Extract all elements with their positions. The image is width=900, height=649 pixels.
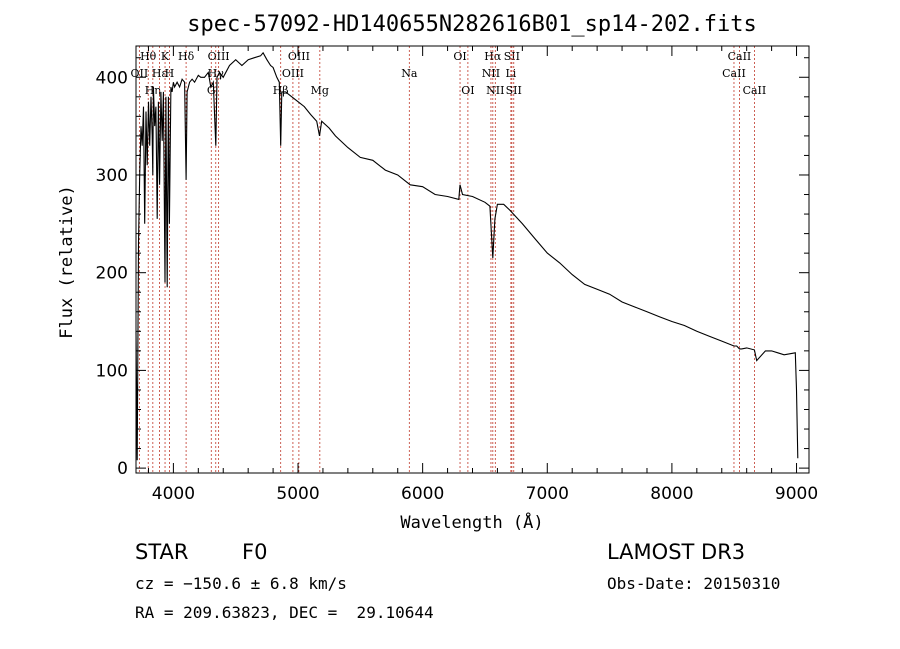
x-tick-label: 4000 bbox=[152, 484, 195, 504]
object-type: STAR bbox=[135, 540, 189, 564]
line-label-20: SII bbox=[504, 50, 520, 63]
plot-frame bbox=[135, 45, 810, 474]
x-axis-label: Wavelength (Å) bbox=[400, 511, 543, 533]
line-label-14: Na bbox=[401, 67, 418, 80]
line-label-9: Hγ bbox=[208, 67, 225, 80]
line-label-18: NII bbox=[482, 67, 500, 80]
line-label-7: G bbox=[207, 84, 216, 97]
y-tick-label: 0 bbox=[117, 459, 128, 479]
line-label-4: K bbox=[161, 50, 170, 63]
chart-title: spec-57092-HD140655N282616B01_sp14-202.f… bbox=[187, 12, 757, 37]
x-axis: 4000 5000 6000 7000 8000 9000 bbox=[147, 46, 818, 504]
line-label-19: NII bbox=[486, 84, 504, 97]
coordinates: RA = 209.63823, DEC = 29.10644 bbox=[135, 603, 434, 622]
x-tick-label: 5000 bbox=[276, 484, 319, 504]
line-label-6: Hδ bbox=[178, 50, 195, 63]
line-label-15: OI bbox=[453, 50, 466, 63]
x-tick-label: 7000 bbox=[526, 484, 569, 504]
y-tick-label: 300 bbox=[96, 166, 128, 186]
y-axis-label: Flux (relative) bbox=[57, 185, 77, 339]
line-label-13: Mg bbox=[311, 84, 329, 97]
x-tick-label: 6000 bbox=[401, 484, 444, 504]
line-label-11: OIII bbox=[288, 50, 310, 63]
line-label-16: OI bbox=[461, 84, 474, 97]
y-tick-label: 400 bbox=[96, 68, 128, 88]
y-tick-label: 100 bbox=[96, 361, 128, 381]
spectral-subclass: F0 bbox=[242, 540, 268, 564]
line-label-8: OIII bbox=[208, 50, 230, 63]
line-label-0: OII bbox=[131, 67, 149, 80]
line-label-17: Hα bbox=[484, 50, 502, 63]
line-label-12: OIII bbox=[282, 67, 304, 80]
line-label-22: SII bbox=[506, 84, 522, 97]
x-tick-label: 8000 bbox=[650, 484, 693, 504]
line-label-21: Li bbox=[505, 67, 516, 80]
line-label-5: H bbox=[165, 67, 175, 80]
spectrum-chart: spec-57092-HD140655N282616B01_sp14-202.f… bbox=[57, 12, 818, 533]
survey-name: LAMOST DR3 bbox=[607, 540, 746, 564]
observation-date: Obs-Date: 20150310 bbox=[607, 574, 781, 593]
line-label-1: Hθ bbox=[140, 50, 157, 63]
line-label-2: Hη bbox=[145, 84, 161, 97]
spectrum-line bbox=[135, 51, 799, 461]
line-label-10: Hβ bbox=[273, 84, 289, 97]
line-label-23: CaII bbox=[728, 50, 752, 63]
line-label-24: CaII bbox=[722, 67, 746, 80]
line-label-25: CaII bbox=[743, 84, 767, 97]
x-tick-label: 9000 bbox=[775, 484, 818, 504]
line-label-3: Hε bbox=[152, 67, 168, 80]
y-axis: 0 100 200 300 400 bbox=[96, 57, 809, 479]
redshift-value: cz = −150.6 ± 6.8 km/s bbox=[135, 574, 347, 593]
y-tick-label: 200 bbox=[96, 264, 128, 284]
